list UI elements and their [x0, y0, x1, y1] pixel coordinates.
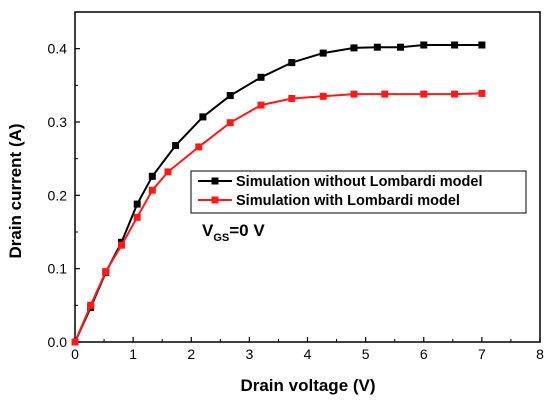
data-point	[288, 59, 296, 67]
x-tick-label: 2	[187, 346, 195, 362]
vgs-annotation-sub: GS	[213, 232, 229, 244]
data-point	[118, 241, 125, 249]
data-point	[451, 41, 459, 49]
x-axis-ticks: 0 1 2 3 4 5 6 7 8	[71, 337, 544, 362]
x-tick-label: 5	[362, 346, 370, 362]
legend-entry-without-lombardi: Simulation without Lombardi model	[198, 174, 483, 190]
y-tick-label: 0.0	[48, 334, 68, 350]
data-point	[288, 95, 296, 102]
legend-entry-with-lombardi: Simulation with Lombardi model	[198, 193, 460, 209]
data-point	[172, 142, 180, 149]
data-point	[133, 213, 141, 221]
data-point	[199, 113, 207, 121]
y-tick-label: 0.2	[48, 187, 68, 203]
data-point	[226, 92, 234, 100]
y-tick-label: 0.1	[48, 261, 68, 277]
legend-marker-with-lombardi	[211, 196, 219, 204]
data-point	[148, 172, 156, 180]
series-layer	[71, 41, 486, 346]
data-point	[397, 43, 404, 51]
data-point	[133, 200, 141, 208]
data-point	[102, 268, 110, 276]
x-tick-label: 1	[129, 346, 137, 362]
x-tick-label: 4	[304, 346, 312, 362]
legend-box	[190, 170, 527, 214]
x-tick-label: 0	[71, 346, 79, 362]
data-point	[373, 43, 381, 51]
data-point	[420, 41, 428, 49]
x-tick-label: 6	[420, 346, 428, 362]
x-tick-label: 3	[245, 346, 253, 362]
series-1	[71, 89, 486, 346]
data-point	[420, 90, 428, 98]
x-tick-label: 8	[536, 346, 544, 362]
data-point	[257, 73, 265, 81]
data-point	[381, 90, 389, 98]
data-point	[87, 301, 95, 309]
vgs-annotation-main: V	[202, 221, 214, 240]
y-axis-title: Drain current (A)	[6, 123, 25, 258]
legend-marker-without-lombardi	[211, 177, 219, 185]
legend-label-with-lombardi: Simulation with Lombardi model	[236, 193, 460, 209]
y-tick-label: 0.3	[48, 114, 68, 130]
legend-label-without-lombardi: Simulation without Lombardi model	[236, 174, 483, 190]
y-tick-label: 0.4	[48, 41, 68, 57]
data-point	[148, 186, 156, 194]
x-tick-label: 7	[478, 346, 486, 362]
y-axis-ticks: 0.0 0.1 0.2 0.3 0.4	[48, 41, 80, 350]
vgs-annotation-rest: =0 V	[229, 221, 265, 240]
data-point	[478, 89, 486, 97]
data-point	[319, 92, 327, 100]
data-point	[478, 41, 486, 49]
data-point	[350, 44, 358, 52]
data-point	[319, 49, 327, 57]
data-point	[257, 101, 265, 109]
x-axis-title: Drain voltage (V)	[240, 376, 375, 395]
data-point	[71, 338, 79, 346]
vgs-annotation: VGS=0 V	[202, 221, 265, 244]
data-point	[350, 90, 358, 98]
legend: Simulation without Lombardi model Simula…	[190, 170, 527, 214]
data-point	[164, 168, 172, 176]
data-point	[195, 143, 203, 151]
data-point	[451, 90, 459, 98]
data-point	[226, 119, 234, 127]
